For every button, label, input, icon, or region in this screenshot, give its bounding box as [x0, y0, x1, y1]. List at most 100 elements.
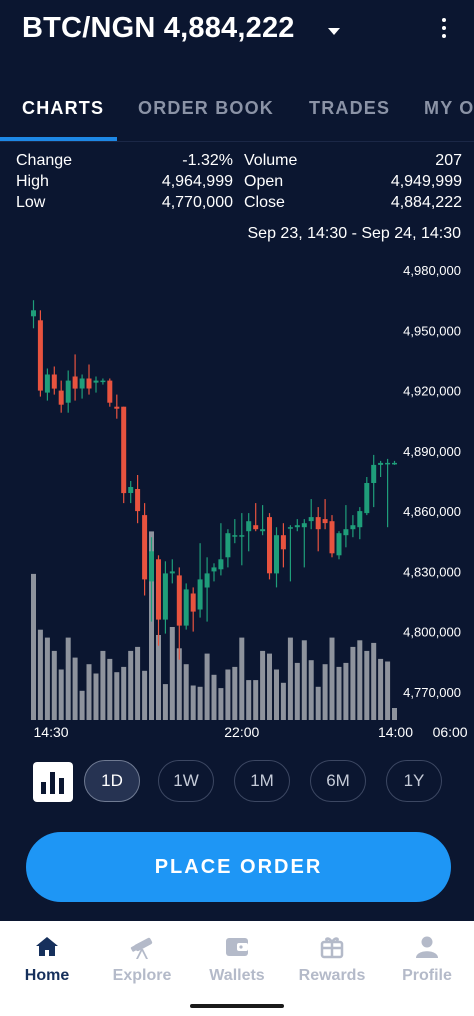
candle-body: [301, 523, 307, 528]
volume-bar: [93, 673, 99, 720]
volume-bar: [142, 670, 148, 720]
kebab-menu-icon[interactable]: [436, 16, 452, 44]
volume-bar: [51, 650, 57, 720]
candle-body: [294, 525, 300, 528]
y-tick-label: 4,860,000: [403, 504, 461, 519]
volume-bar: [392, 708, 397, 720]
volume-bar: [107, 658, 113, 720]
candle-body: [107, 380, 113, 403]
candle-body: [322, 519, 328, 524]
candle-body: [183, 589, 189, 626]
volume-bar: [183, 664, 189, 720]
volume-bar: [294, 662, 300, 720]
candle-body: [162, 573, 168, 620]
candle-body: [267, 517, 272, 574]
candle-body: [357, 511, 363, 528]
home-icon: [36, 937, 58, 956]
close-label: Close: [244, 194, 285, 211]
candle-body: [329, 521, 335, 554]
price-chart[interactable]: 4,980,000 4,950,000 4,920,000 4,890,000 4,86…: [0, 250, 474, 750]
candle-body: [93, 380, 99, 383]
volume-bar: [232, 666, 238, 720]
volume-bar: [156, 635, 161, 720]
volume-bar: [128, 650, 134, 720]
nav-rewards[interactable]: Rewards: [285, 921, 379, 1016]
y-tick-label: 4,890,000: [403, 444, 461, 459]
nav-profile[interactable]: Profile: [380, 921, 474, 1016]
x-tick-label: 22:00: [224, 724, 259, 740]
time-range: Sep 23, 14:30 - Sep 24, 14:30: [247, 225, 462, 242]
candle-body: [44, 374, 50, 393]
volume-bar: [86, 664, 92, 720]
volume-bar: [31, 573, 36, 720]
volume-bar: [218, 688, 224, 720]
volume-bar: [65, 637, 71, 720]
candle-body: [253, 525, 259, 530]
volume-bar: [100, 650, 106, 720]
volume-bar: [267, 653, 272, 720]
volume-bar: [364, 650, 370, 720]
tab-my-orders[interactable]: MY O: [424, 98, 474, 118]
volume-bar: [37, 629, 43, 720]
period-1d-button[interactable]: 1D: [84, 760, 140, 802]
volume-value: 207: [435, 152, 462, 169]
candle-body: [350, 525, 356, 530]
candle-body: [225, 533, 231, 558]
candle-body: [128, 487, 134, 493]
candle-body: [308, 517, 314, 522]
tab-charts[interactable]: CHARTS: [22, 98, 105, 118]
candle-body: [51, 374, 57, 389]
tab-bar: CHARTS ORDER BOOK TRADES MY O: [0, 82, 474, 142]
candle-body: [135, 489, 141, 512]
candle-body: [86, 378, 92, 389]
nav-wallets[interactable]: Wallets: [190, 921, 284, 1016]
candle-body: [176, 575, 182, 626]
period-6m-button[interactable]: 6M: [310, 760, 366, 802]
tab-order-book[interactable]: ORDER BOOK: [138, 98, 275, 118]
volume-bar: [239, 637, 245, 720]
volume-bar: [72, 657, 78, 720]
change-value: -1.32%: [182, 152, 233, 169]
period-selector: 1D 1W 1M 6M 1Y: [0, 760, 474, 804]
x-tick-label: 14:30: [34, 724, 69, 740]
pair-selector[interactable]: BTC/NGN 4,884,222: [22, 12, 295, 45]
volume-bar: [253, 680, 259, 720]
volume-bar: [287, 637, 293, 720]
period-1w-button[interactable]: 1W: [158, 760, 214, 802]
chevron-down-icon[interactable]: [328, 28, 340, 35]
candle-body: [343, 529, 349, 536]
stats-row-1: Change -1.32% Volume 207: [16, 152, 462, 172]
y-tick-label: 4,920,000: [403, 384, 461, 399]
volume-label: Volume: [244, 152, 298, 169]
volume-bar: [58, 669, 64, 720]
volume-bar: [260, 650, 266, 720]
nav-explore[interactable]: Explore: [95, 921, 189, 1016]
volume-bar: [149, 531, 154, 720]
period-1y-button[interactable]: 1Y: [386, 760, 442, 802]
candle-body: [31, 310, 36, 317]
high-label: High: [16, 173, 49, 190]
volume-bar: [44, 637, 50, 720]
volume-bar: [371, 642, 377, 720]
y-tick-label: 4,770,000: [403, 685, 461, 700]
volume-bar: [197, 686, 203, 720]
period-1m-button[interactable]: 1M: [234, 760, 290, 802]
volume-bar: [246, 680, 252, 720]
nav-home[interactable]: Home: [0, 921, 94, 1016]
open-value: 4,949,999: [390, 173, 462, 190]
volume-bar: [385, 661, 391, 720]
place-order-button[interactable]: PLACE ORDER: [26, 832, 451, 902]
candle-body: [315, 517, 321, 530]
candle-body: [378, 462, 384, 465]
bar-chart-icon[interactable]: [33, 762, 73, 802]
nav-explore-label: Explore: [112, 967, 172, 984]
nav-rewards-label: Rewards: [298, 967, 366, 984]
volume-bar: [343, 662, 349, 720]
volume-bar: [322, 664, 328, 720]
stats-row-2: High 4,964,999 Open 4,949,999: [16, 173, 462, 193]
tab-trades[interactable]: TRADES: [309, 98, 391, 118]
telescope-icon: [130, 937, 153, 959]
volume-bar: [162, 684, 168, 720]
stats-row-3: Low 4,770,000 Close 4,884,222: [16, 194, 462, 214]
home-indicator: [190, 1004, 284, 1008]
